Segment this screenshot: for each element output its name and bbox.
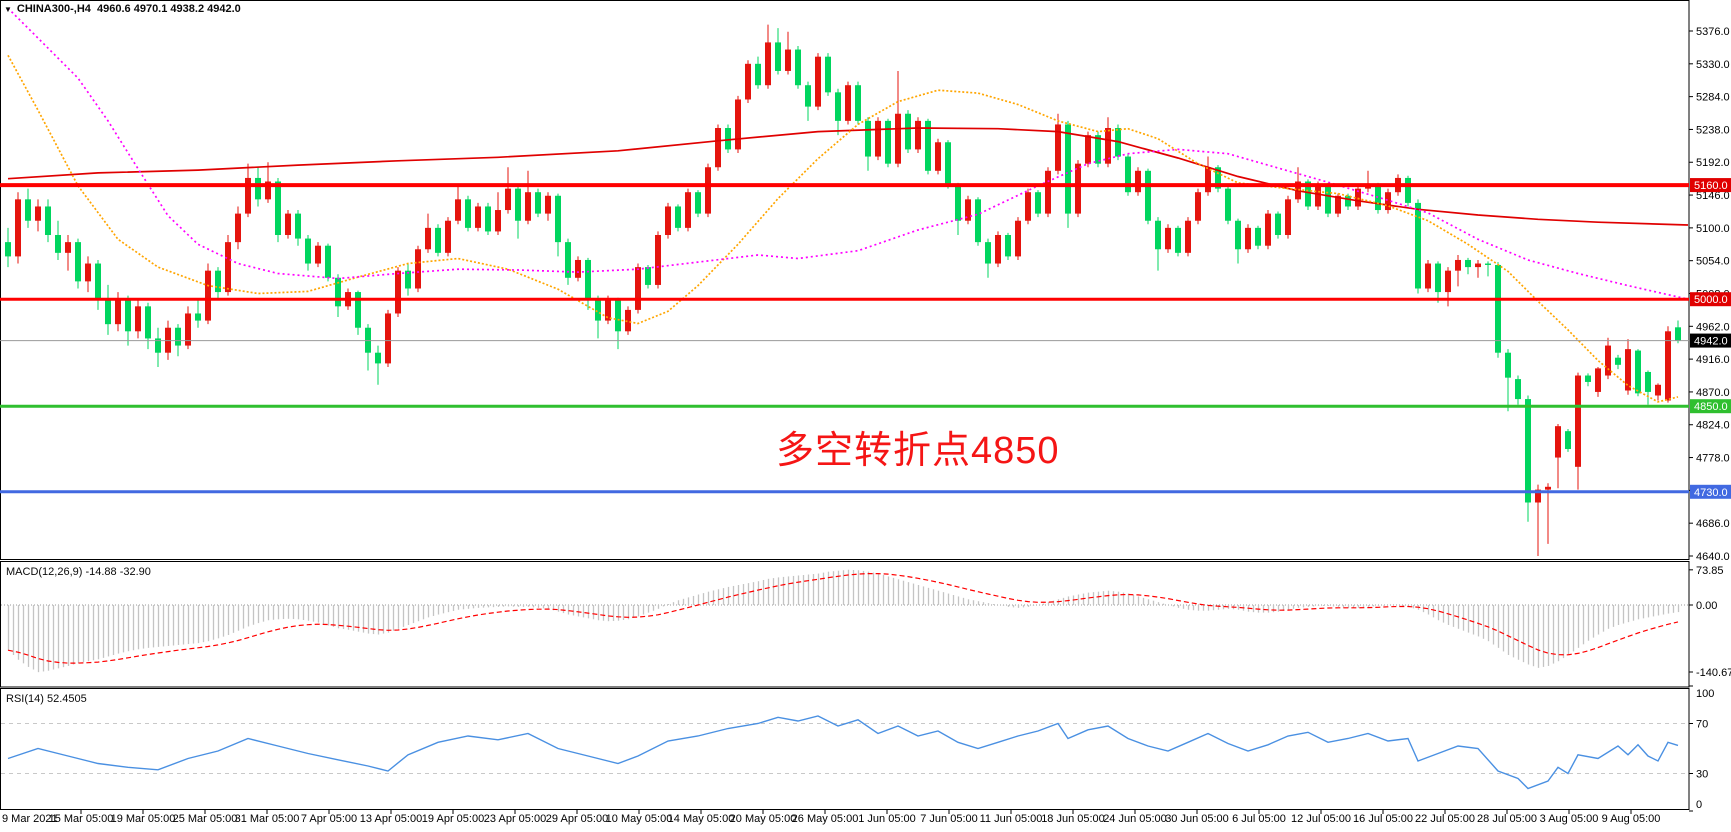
time-label: 19 Apr 05:00 — [421, 813, 485, 825]
svg-text:70: 70 — [1696, 719, 1708, 731]
time-label: 15 Mar 05:00 — [48, 813, 114, 825]
rsi-indicator-header: RSI(14) 52.4505 — [6, 693, 87, 705]
svg-text:30: 30 — [1696, 769, 1708, 781]
svg-text:-140.67: -140.67 — [1696, 667, 1731, 679]
svg-text:73.85: 73.85 — [1696, 565, 1724, 577]
macd-signal-line — [7, 572, 1679, 664]
ma-line-orange — [7, 54, 1679, 403]
svg-text:5284.0: 5284.0 — [1696, 92, 1730, 104]
time-label: 19 Mar 05:00 — [110, 813, 176, 825]
svg-text:5100.0: 5100.0 — [1696, 223, 1730, 235]
time-label: 14 May 05:00 — [667, 813, 735, 825]
time-label: 3 Aug 05:00 — [1539, 813, 1599, 825]
svg-text:5330.0: 5330.0 — [1696, 59, 1730, 71]
time-label: 7 Apr 05:00 — [300, 813, 358, 825]
time-label: 30 Jun 05:00 — [1165, 813, 1229, 825]
svg-text:4870.0: 4870.0 — [1696, 387, 1730, 399]
svg-text:4962.0: 4962.0 — [1696, 321, 1730, 333]
time-label: 26 May 05:00 — [791, 813, 859, 825]
svg-text:5238.0: 5238.0 — [1696, 124, 1730, 136]
rsi-panel-frame — [0, 688, 1690, 810]
time-label: 1 Jun 05:00 — [858, 813, 916, 825]
svg-text:5376.0: 5376.0 — [1696, 26, 1730, 38]
time-label: 10 May 05:00 — [605, 813, 673, 825]
svg-text:0: 0 — [1696, 799, 1702, 811]
svg-text:4916.0: 4916.0 — [1696, 354, 1730, 366]
ohlc-values: 4960.6 4970.1 4938.2 4942.0 — [97, 3, 241, 15]
svg-text:0.00: 0.00 — [1696, 600, 1717, 612]
time-label: 31 Mar 05:00 — [234, 813, 300, 825]
pivot-annotation-text: 多空转折点4850 — [776, 430, 1060, 472]
svg-text:4730.0: 4730.0 — [1694, 487, 1728, 499]
time-label: 22 Jul 05:00 — [1415, 813, 1475, 825]
time-label: 7 Jun 05:00 — [920, 813, 978, 825]
svg-text:5160.0: 5160.0 — [1694, 180, 1728, 192]
chart-title-bar: ▼ CHINA300-,H4 4960.6 4970.1 4938.2 4942.… — [4, 3, 241, 15]
time-axis: 9 Mar 2021 15 Mar 05:00 19 Mar 05:00 25 Mar… — [0, 811, 1731, 832]
time-label: 29 Apr 05:00 — [545, 813, 609, 825]
candles-layer — [5, 24, 1681, 556]
time-label: 24 Jun 05:00 — [1103, 813, 1167, 825]
svg-text:4640.0: 4640.0 — [1696, 551, 1730, 563]
macd-panel-frame — [0, 561, 1690, 688]
time-label: 9 Aug 05:00 — [1601, 813, 1661, 825]
svg-text:4824.0: 4824.0 — [1696, 420, 1730, 432]
time-label: 9 Mar 2021 — [2, 813, 58, 825]
svg-text:4686.0: 4686.0 — [1696, 518, 1730, 530]
svg-text:5146.0: 5146.0 — [1696, 190, 1730, 202]
time-label: 18 Jun 05:00 — [1041, 813, 1105, 825]
symbol-dropdown-icon[interactable]: ▼ — [4, 5, 12, 14]
svg-text:4850.0: 4850.0 — [1694, 401, 1728, 413]
svg-text:4778.0: 4778.0 — [1696, 453, 1730, 465]
ma-line-red — [7, 127, 1689, 226]
time-label: 25 Mar 05:00 — [172, 813, 238, 825]
time-label: 6 Jul 05:00 — [1232, 813, 1286, 825]
symbol-name: CHINA300-,H4 — [16, 3, 91, 15]
macd-indicator-header: MACD(12,26,9) -14.88 -32.90 — [6, 566, 151, 578]
svg-text:5192.0: 5192.0 — [1696, 157, 1730, 169]
time-label: 23 Apr 05:00 — [483, 813, 547, 825]
rsi-line — [7, 715, 1679, 790]
svg-text:4942.0: 4942.0 — [1694, 336, 1728, 348]
svg-text:5054.0: 5054.0 — [1696, 256, 1730, 268]
time-label: 20 May 05:00 — [729, 813, 797, 825]
ma-line-magenta — [7, 7, 1689, 301]
svg-text:5000.0: 5000.0 — [1694, 294, 1728, 306]
time-label: 13 Apr 05:00 — [359, 813, 423, 825]
svg-text:100: 100 — [1696, 688, 1714, 700]
main-panel-frame — [0, 0, 1690, 560]
time-label: 16 Jul 05:00 — [1353, 813, 1413, 825]
time-label: 12 Jul 05:00 — [1291, 813, 1351, 825]
time-label: 11 Jun 05:00 — [979, 813, 1043, 825]
time-label: 28 Jul 05:00 — [1477, 813, 1537, 825]
